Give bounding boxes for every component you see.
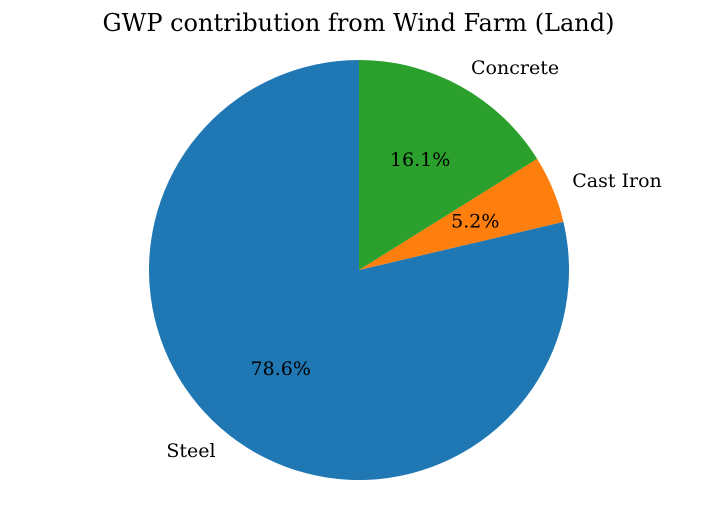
slice-label-concrete: Concrete <box>471 57 559 79</box>
slices-layer <box>149 60 570 481</box>
labels-layer: 78.6% Steel 5.2% Cast Iron 16.1% Concrete <box>166 57 661 462</box>
pct-label-steel: 78.6% <box>251 358 311 380</box>
pct-label-concrete: 16.1% <box>390 149 450 171</box>
pct-label-cast-iron: 5.2% <box>451 211 499 233</box>
slice-label-steel: Steel <box>166 440 215 462</box>
pie-slice-steel <box>149 60 570 481</box>
pie-slice-concrete <box>359 60 538 270</box>
slice-label-cast-iron: Cast Iron <box>572 170 662 192</box>
pie-slice-cast-iron <box>359 158 564 270</box>
chart-title: GWP contribution from Wind Farm (Land) <box>103 9 615 37</box>
